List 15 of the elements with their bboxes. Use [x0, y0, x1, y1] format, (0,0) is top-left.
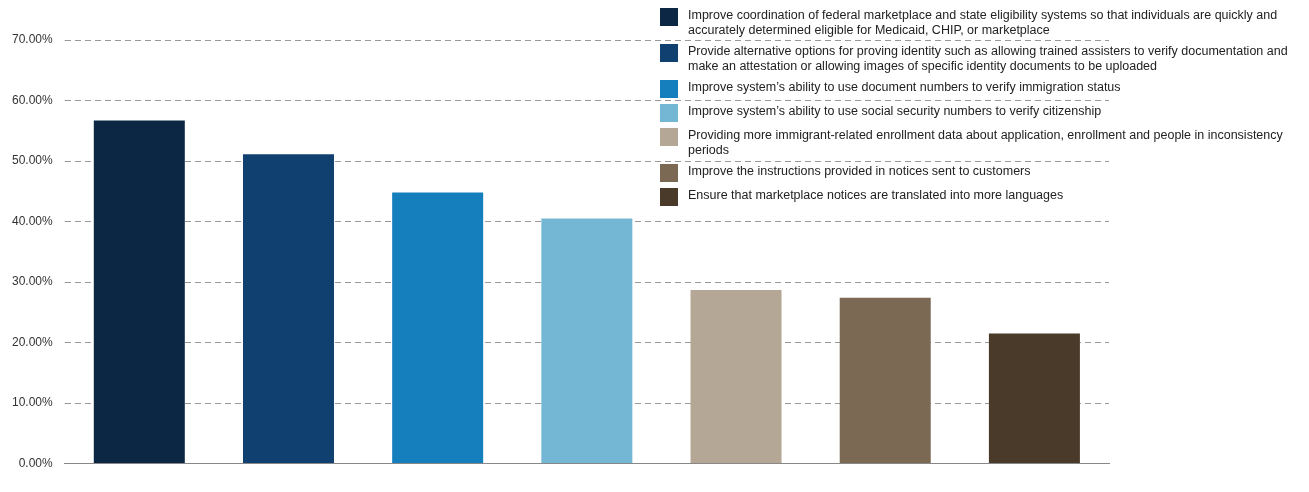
y-tick-label: 0.00%: [18, 455, 54, 470]
legend-label: Improve system’s ability to use document numbers to verify immigration status: [688, 80, 1121, 95]
y-tick-label: 50.00%: [12, 153, 54, 168]
y-tick-label: 70.00%: [12, 32, 54, 47]
legend-label: Providing more immigrant-related enrollment data about application, enrollment and people in inconsistency periods: [688, 128, 1284, 158]
y-tick-label: 10.00%: [12, 395, 54, 410]
y-tick-label: 30.00%: [12, 274, 54, 289]
y-tick-label: 60.00%: [12, 92, 54, 107]
legend-label: Improve system’s ability to use social security numbers to verify citizenship: [688, 104, 1102, 119]
legend-label: Improve coordination of federal marketplace and state eligibility systems so that individuals are quickly and accurately determined eligible for Medicaid, CHIP, or marketplace: [688, 8, 1279, 38]
y-tick-label: 20.00%: [12, 334, 54, 349]
legend-label: Ensure that marketplace notices are translated into more languages: [688, 188, 1064, 203]
legend-label: Improve the instructions provided in notices sent to customers: [688, 164, 1031, 179]
legend-label: Provide alternative options for proving identity such as allowing trained assisters to verify documentation and make an attestation or allowing images of specific identity documents to be uploaded: [688, 44, 1289, 74]
y-tick-label: 40.00%: [12, 213, 54, 228]
